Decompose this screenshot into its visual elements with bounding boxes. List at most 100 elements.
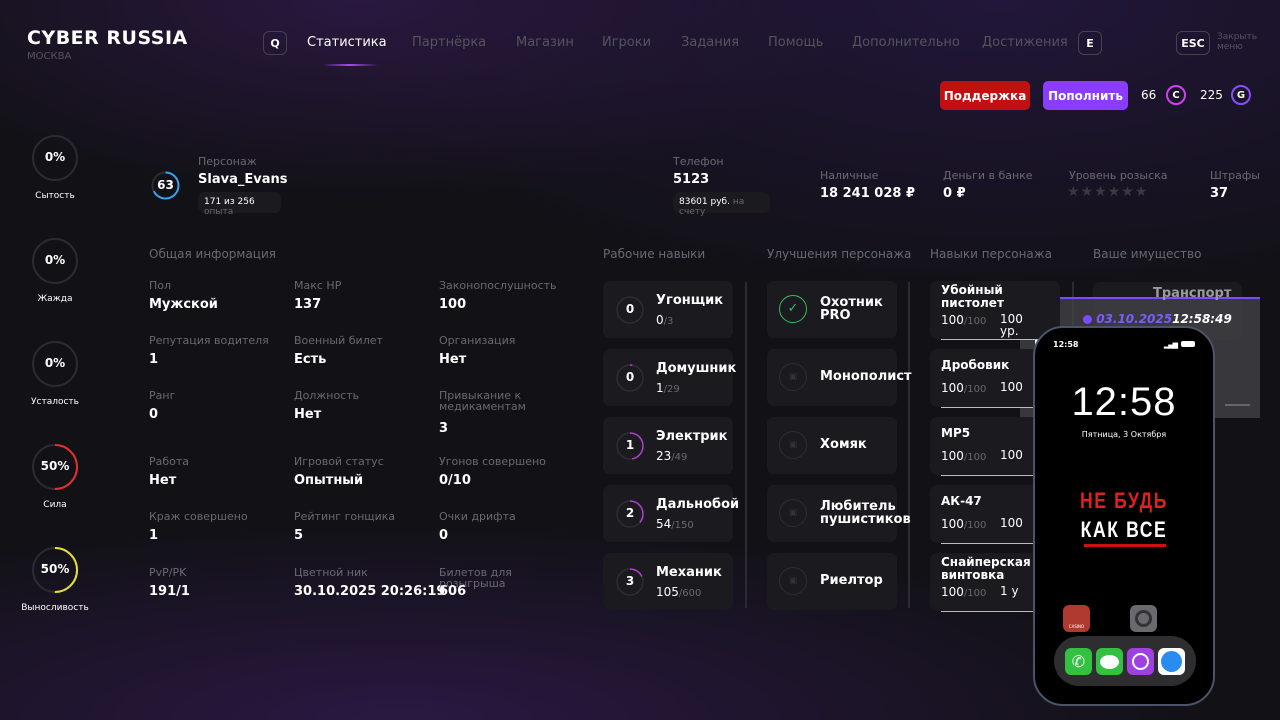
char-skill-bar: [941, 475, 1041, 476]
skill-progress: 105/600: [656, 585, 701, 599]
skill-max: /3: [663, 316, 674, 327]
need-label: Усталость: [31, 397, 79, 407]
need-ring: 50%: [31, 443, 79, 491]
skill-max: /600: [678, 588, 702, 599]
need-value: 50%: [40, 459, 70, 473]
char-skill-name: Дробовик: [941, 358, 1010, 372]
phone-app-icon[interactable]: ✆: [1065, 648, 1092, 675]
work-skill-card[interactable]: 2 Дальнобой 54/150: [603, 485, 739, 542]
tab-1[interactable]: Партнёрка: [412, 35, 487, 50]
upgrade-card[interactable]: ▣ Хомяк: [767, 417, 897, 474]
cash-label: Наличные: [820, 169, 879, 182]
tab-2[interactable]: Магазин: [516, 35, 574, 50]
need-value: 50%: [40, 562, 70, 576]
upgrade-card[interactable]: ✓ Охотник PRO: [767, 281, 897, 338]
prev-tab-key[interactable]: Q: [263, 31, 287, 55]
casino-app-label: CASINO: [1068, 624, 1085, 629]
char-skill-card[interactable]: Убойный пистолет 100 ур. 100/100: [930, 281, 1060, 340]
active-tab-indicator: [322, 64, 378, 66]
coin-c-icon: C: [1166, 85, 1186, 105]
lock-clock: 12:58: [1071, 380, 1177, 424]
char-skill-cur: 100: [941, 449, 964, 463]
char-skill-cur: 100: [941, 517, 964, 531]
char-skill-max: /100: [963, 520, 987, 531]
level-ring: 63: [151, 171, 180, 200]
info-value: 30.10.2025 20:26:19: [294, 584, 446, 599]
support-button[interactable]: Поддержка: [940, 81, 1030, 110]
logo: CYBER RUSSIA: [27, 27, 188, 49]
star-icon: ★: [1134, 184, 1149, 200]
info-label: Военный билет: [294, 334, 383, 347]
slogan-underline: [1084, 544, 1166, 547]
info-label: Макс HP: [294, 279, 342, 292]
topup-button[interactable]: Пополнить: [1043, 81, 1128, 110]
upgrade-name: Монополист: [820, 369, 912, 384]
level-value: 63: [157, 178, 174, 192]
phone-balance-suffix: на счету: [679, 197, 745, 217]
info-value: 1: [149, 528, 159, 543]
skill-level: 3: [625, 574, 635, 588]
info-value: 1: [149, 352, 159, 367]
skill-progress: 0/3: [656, 313, 673, 327]
property-item: Транспорт: [1153, 286, 1232, 301]
need-ring-fill: [32, 547, 78, 593]
info-value: 0/10: [439, 473, 471, 488]
settings-app-icon[interactable]: [1130, 605, 1157, 632]
city-label: МОСКВА: [27, 51, 72, 62]
tab-5[interactable]: Помощь: [768, 35, 824, 50]
skill-name: Дальнобой: [656, 497, 740, 512]
messages-app-icon[interactable]: [1096, 648, 1123, 675]
tab-7[interactable]: Достижения: [982, 35, 1068, 50]
property-title: Ваше имущество: [1093, 247, 1202, 261]
skill-level: 0: [625, 370, 635, 384]
char-skill-cur: 100: [941, 313, 964, 327]
skill-name: Угонщик: [656, 293, 724, 308]
char-skill-cur: 100: [941, 381, 964, 395]
char-skill-max: /100: [963, 452, 987, 463]
info-label: PvP/PK: [149, 566, 187, 579]
work-skill-card[interactable]: 1 Электрик 23/49: [603, 417, 733, 474]
safari-app-icon[interactable]: [1158, 648, 1185, 675]
phone-lockscreen[interactable]: 12:58 ▂▄▆ 12:58 Пятница, 3 Октября НЕ БУ…: [1033, 326, 1215, 706]
skill-progress-arc: [616, 364, 644, 392]
info-value: 137: [294, 297, 322, 312]
info-value: 0: [149, 407, 159, 422]
upgrade-name: Хомяк: [820, 437, 867, 452]
upgrade-card[interactable]: ▣ Любитель пушистиков: [767, 485, 911, 542]
tab-0[interactable]: Статистика: [307, 35, 387, 50]
tab-3[interactable]: Игроки: [602, 35, 652, 50]
casino-app-icon[interactable]: CASINO: [1063, 605, 1090, 632]
info-value: Есть: [294, 352, 327, 367]
phone-number: 5123: [673, 172, 710, 187]
skill-progress: 23/49: [656, 449, 687, 463]
coins-g-value: 225: [1200, 88, 1223, 102]
skill-cur: 1: [656, 381, 664, 395]
divider: [745, 282, 747, 608]
esc-button[interactable]: ESC: [1176, 31, 1210, 55]
info-label: Ранг: [149, 389, 176, 402]
skill-cur: 23: [656, 449, 672, 463]
need-value: 0%: [44, 253, 66, 267]
next-tab-key[interactable]: E: [1078, 31, 1102, 55]
work-skill-card[interactable]: 3 Механик 105/600: [603, 553, 733, 610]
info-label: Билетов для розыгрыша: [439, 566, 512, 590]
close-menu-label: Закрыть меню: [1217, 32, 1258, 52]
slogan-line-2: КАК ВСЕ: [1080, 517, 1168, 542]
lock-icon: ▣: [779, 431, 807, 459]
skill-progress-arc: [616, 568, 644, 596]
info-label: Организация: [439, 334, 516, 347]
overlay-time: 12:58:49: [1172, 312, 1232, 326]
exp-suffix: опыта: [204, 207, 234, 217]
overlay-datetime: 03.10.202512:58:49: [1083, 312, 1232, 326]
tab-6[interactable]: Дополнительно: [852, 35, 960, 50]
need-ring: 0%: [31, 237, 79, 285]
work-skill-card[interactable]: 0 Домушник 1/29: [603, 349, 736, 406]
tab-4[interactable]: Задания: [681, 35, 740, 50]
char-skill-bar: [941, 339, 1041, 340]
overlay-bar: [1225, 404, 1250, 406]
podcasts-app-icon[interactable]: [1127, 648, 1154, 675]
upgrade-card[interactable]: ▣ Монополист: [767, 349, 912, 406]
work-skill-card[interactable]: 0 Угонщик 0/3: [603, 281, 733, 338]
upgrade-card[interactable]: ▣ Риелтор: [767, 553, 897, 610]
skill-name: Электрик: [656, 429, 728, 444]
